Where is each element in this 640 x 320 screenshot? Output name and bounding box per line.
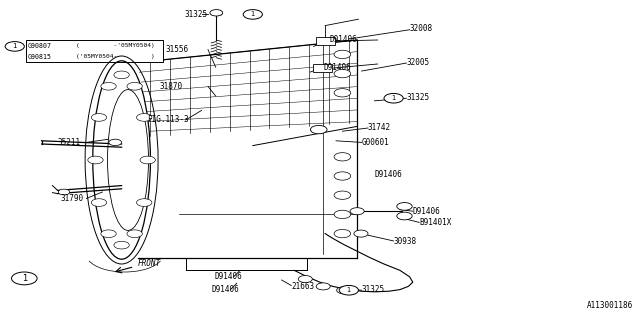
Text: G00601: G00601 xyxy=(362,138,389,147)
Circle shape xyxy=(334,89,351,97)
Circle shape xyxy=(334,69,351,78)
Circle shape xyxy=(140,156,156,164)
Circle shape xyxy=(136,199,152,206)
Text: 1: 1 xyxy=(12,44,17,49)
Text: 32005: 32005 xyxy=(406,58,429,67)
Circle shape xyxy=(92,199,107,206)
Circle shape xyxy=(350,208,364,215)
Text: 31556: 31556 xyxy=(166,45,189,54)
Circle shape xyxy=(337,287,351,294)
Circle shape xyxy=(334,191,351,199)
Text: 21663: 21663 xyxy=(291,282,314,291)
Text: 31790: 31790 xyxy=(61,194,84,203)
Circle shape xyxy=(334,172,351,180)
Text: D91406: D91406 xyxy=(330,36,357,44)
Text: G90815: G90815 xyxy=(28,54,52,60)
Text: G90807: G90807 xyxy=(28,43,52,49)
Circle shape xyxy=(334,210,351,219)
Text: D91406: D91406 xyxy=(323,63,351,72)
Text: 31325: 31325 xyxy=(362,285,385,294)
Circle shape xyxy=(88,156,103,164)
Circle shape xyxy=(354,230,368,237)
Text: 30938: 30938 xyxy=(394,237,417,246)
Circle shape xyxy=(310,125,327,134)
Text: 35211: 35211 xyxy=(58,138,81,147)
Circle shape xyxy=(92,114,107,121)
Circle shape xyxy=(114,71,129,79)
Text: FRONT: FRONT xyxy=(138,260,161,268)
Text: 1: 1 xyxy=(347,287,351,293)
Circle shape xyxy=(210,10,223,16)
Text: 1: 1 xyxy=(22,274,27,283)
Text: 31325: 31325 xyxy=(406,93,429,102)
Text: 31742: 31742 xyxy=(368,124,391,132)
Bar xyxy=(313,64,332,72)
Circle shape xyxy=(334,50,351,59)
Circle shape xyxy=(397,203,412,210)
Text: 32008: 32008 xyxy=(410,24,433,33)
Circle shape xyxy=(136,114,152,121)
Circle shape xyxy=(243,10,262,19)
Bar xyxy=(316,37,335,45)
Text: D91406: D91406 xyxy=(374,170,402,179)
Text: 1: 1 xyxy=(392,95,396,101)
Circle shape xyxy=(316,283,330,290)
Circle shape xyxy=(298,276,312,283)
Circle shape xyxy=(12,272,37,285)
Circle shape xyxy=(101,230,116,237)
Text: D91406: D91406 xyxy=(214,272,242,281)
Circle shape xyxy=(397,212,412,220)
Circle shape xyxy=(339,285,358,295)
Text: (         -'05MY0504): ( -'05MY0504) xyxy=(76,43,154,48)
Circle shape xyxy=(127,83,142,90)
Text: A113001186: A113001186 xyxy=(588,301,634,310)
Circle shape xyxy=(58,189,70,195)
Bar xyxy=(26,40,163,62)
Text: 31325: 31325 xyxy=(185,10,208,19)
Circle shape xyxy=(334,229,351,238)
Text: 31870: 31870 xyxy=(159,82,182,91)
Circle shape xyxy=(101,83,116,90)
Text: D91406: D91406 xyxy=(413,207,440,216)
Circle shape xyxy=(5,42,24,51)
Text: ('05MY0504-         ): ('05MY0504- ) xyxy=(76,54,154,59)
Circle shape xyxy=(127,230,142,237)
Text: FIG.113-3: FIG.113-3 xyxy=(147,116,189,124)
Circle shape xyxy=(334,153,351,161)
Text: 1: 1 xyxy=(251,12,255,17)
Text: B91401X: B91401X xyxy=(419,218,452,227)
Circle shape xyxy=(384,93,403,103)
Circle shape xyxy=(109,139,122,146)
Circle shape xyxy=(114,241,129,249)
Text: D91406: D91406 xyxy=(211,285,239,294)
